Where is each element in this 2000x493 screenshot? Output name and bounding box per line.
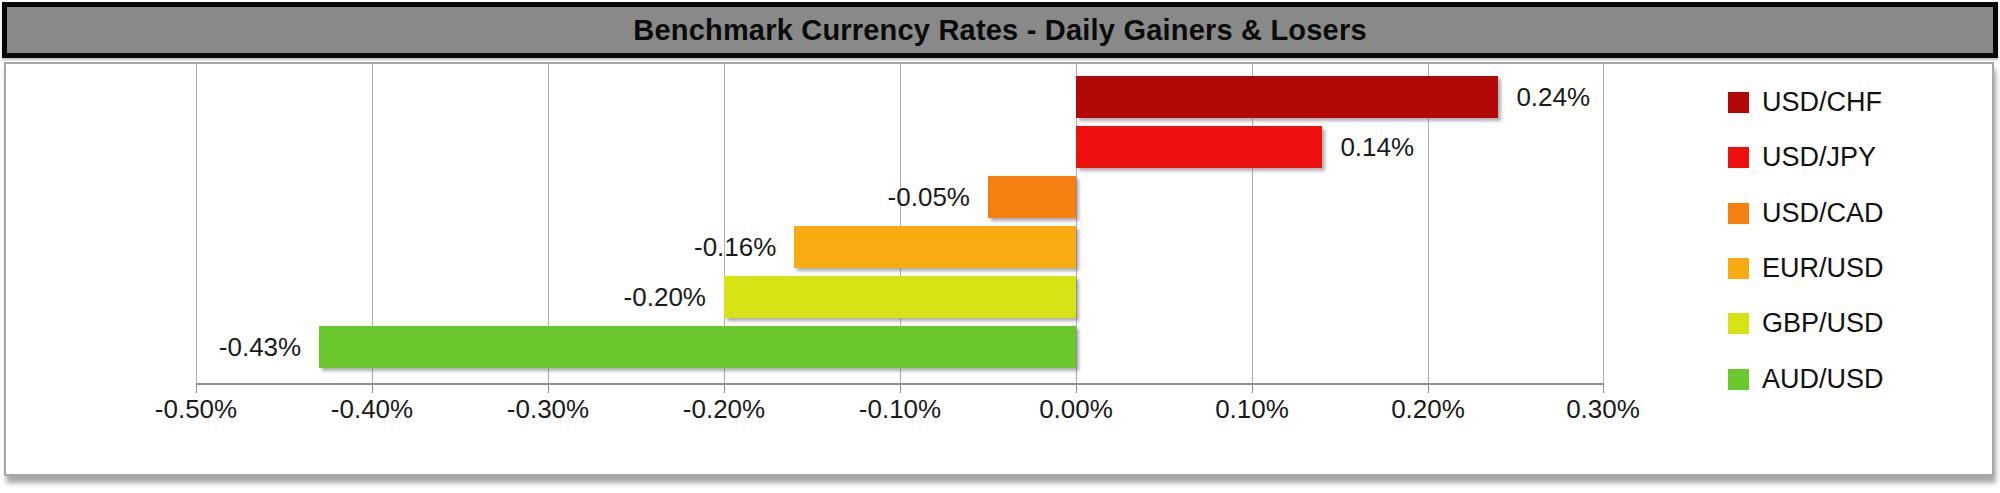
legend-item-usd-jpy[interactable]: USD/JPY (1728, 130, 1884, 185)
axis-tickmark (1076, 385, 1077, 393)
bar-value-label: -0.16% (694, 226, 776, 268)
x-tick-label: -0.20% (683, 394, 765, 425)
x-tick-label: -0.10% (859, 394, 941, 425)
axis-tickmark (196, 385, 197, 393)
x-tick-label: 0.10% (1215, 394, 1289, 425)
bar-value-label: -0.05% (888, 176, 970, 218)
legend-swatch (1728, 313, 1749, 334)
chart-panel: -0.50% -0.40% -0.30% -0.20% -0.10% 0.00% 0.10%… (4, 62, 1994, 476)
axis-tickmark (1603, 385, 1604, 393)
bar-value-label: 0.14% (1340, 126, 1414, 168)
chart-title: Benchmark Currency Rates - Daily Gainers… (633, 14, 1366, 47)
x-tick-label: 0.30% (1566, 394, 1640, 425)
bar-row: -0.20% (196, 276, 1604, 318)
x-tick-label: -0.30% (507, 394, 589, 425)
bar-aud-usd[interactable] (319, 326, 1076, 368)
legend-label: USD/CAD (1762, 198, 1884, 229)
currency-rates-chart: Benchmark Currency Rates - Daily Gainers… (0, 0, 2000, 493)
plot-area: -0.50%-0.40%-0.30%-0.20%-0.10%0.00%0.10%… (196, 64, 1604, 385)
legend-item-usd-chf[interactable]: USD/CHF (1728, 75, 1884, 130)
bar-row: -0.43% (196, 326, 1604, 368)
bar-row: -0.16% (196, 226, 1604, 268)
legend-item-usd-cad[interactable]: USD/CAD (1728, 186, 1884, 241)
axis-tickmark (548, 385, 549, 393)
legend-item-eur-usd[interactable]: EUR/USD (1728, 241, 1884, 296)
bar-eur-usd[interactable] (794, 226, 1076, 268)
bar-value-label: 0.24% (1516, 76, 1590, 118)
bar-usd-chf[interactable] (1076, 76, 1498, 118)
legend-label: GBP/USD (1762, 308, 1884, 339)
x-tick-label: 0.20% (1391, 394, 1465, 425)
legend-swatch (1728, 258, 1749, 279)
bar-row: 0.24% (196, 76, 1604, 118)
legend-label: USD/CHF (1762, 87, 1882, 118)
legend-swatch (1728, 147, 1749, 168)
bar-usd-jpy[interactable] (1076, 126, 1322, 168)
legend-swatch (1728, 369, 1749, 390)
legend-swatch (1728, 203, 1749, 224)
axis-tickmark (1252, 385, 1253, 393)
axis-tickmark (724, 385, 725, 393)
legend-item-gbp-usd[interactable]: GBP/USD (1728, 296, 1884, 351)
legend-label: EUR/USD (1762, 253, 1884, 284)
chart-title-bar: Benchmark Currency Rates - Daily Gainers… (2, 2, 1998, 58)
bar-row: 0.14% (196, 126, 1604, 168)
x-tick-label: 0.00% (1039, 394, 1113, 425)
legend-item-aud-usd[interactable]: AUD/USD (1728, 351, 1884, 406)
chart-legend: USD/CHF USD/JPY USD/CAD EUR/USD GBP/USD AUD/U… (1728, 75, 1884, 407)
axis-tickmark (900, 385, 901, 393)
x-tick-label: -0.50% (155, 394, 237, 425)
x-tick-label: -0.40% (331, 394, 413, 425)
bar-value-label: -0.20% (624, 276, 706, 318)
legend-label: AUD/USD (1762, 364, 1884, 395)
bar-usd-cad[interactable] (988, 176, 1076, 218)
bar-gbp-usd[interactable] (724, 276, 1076, 318)
axis-tickmark (372, 385, 373, 393)
legend-swatch (1728, 92, 1749, 113)
legend-label: USD/JPY (1762, 142, 1876, 173)
bar-value-label: -0.43% (219, 326, 301, 368)
bar-row: -0.05% (196, 176, 1604, 218)
axis-tickmark (1428, 385, 1429, 393)
